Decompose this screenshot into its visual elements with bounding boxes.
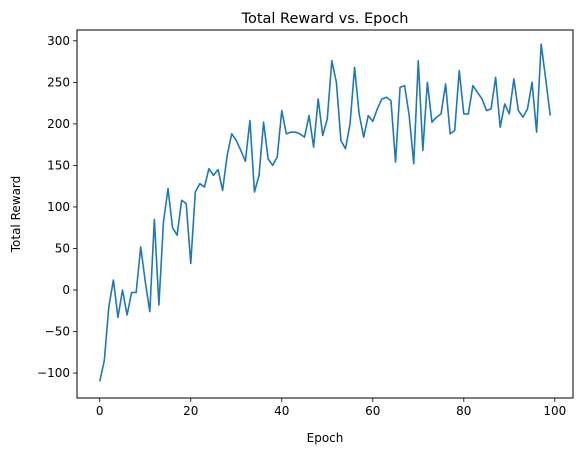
x-tick-label: 0 xyxy=(96,404,104,418)
x-tick-label: 80 xyxy=(456,404,471,418)
series-line xyxy=(98,43,552,382)
y-tick-label: 0 xyxy=(62,283,70,297)
y-tick-label: 100 xyxy=(47,200,70,214)
x-tick-label: 60 xyxy=(365,404,380,418)
y-tick-label: 250 xyxy=(47,75,70,89)
y-tick-label: −50 xyxy=(45,325,70,339)
y-tick-label: 200 xyxy=(47,117,70,131)
series-layer xyxy=(98,43,552,382)
y-axis: −100 −50 0 50 100 150 200 250 300 xyxy=(37,34,77,380)
y-tick-label: 50 xyxy=(55,241,70,255)
plot-area xyxy=(77,30,573,398)
y-tick-label: 300 xyxy=(47,34,70,48)
chart-title: Total Reward vs. Epoch xyxy=(241,11,409,27)
x-axis-label: Epoch xyxy=(307,431,344,445)
x-tick-label: 100 xyxy=(543,404,566,418)
x-axis: 0 20 40 60 80 100 xyxy=(96,398,566,418)
x-tick-label: 40 xyxy=(274,404,289,418)
y-tick-label: 150 xyxy=(47,158,70,172)
x-tick-label: 20 xyxy=(183,404,198,418)
plot-frame xyxy=(76,29,574,399)
y-axis-label: Total Reward xyxy=(9,176,23,254)
y-tick-label: −100 xyxy=(37,366,70,380)
